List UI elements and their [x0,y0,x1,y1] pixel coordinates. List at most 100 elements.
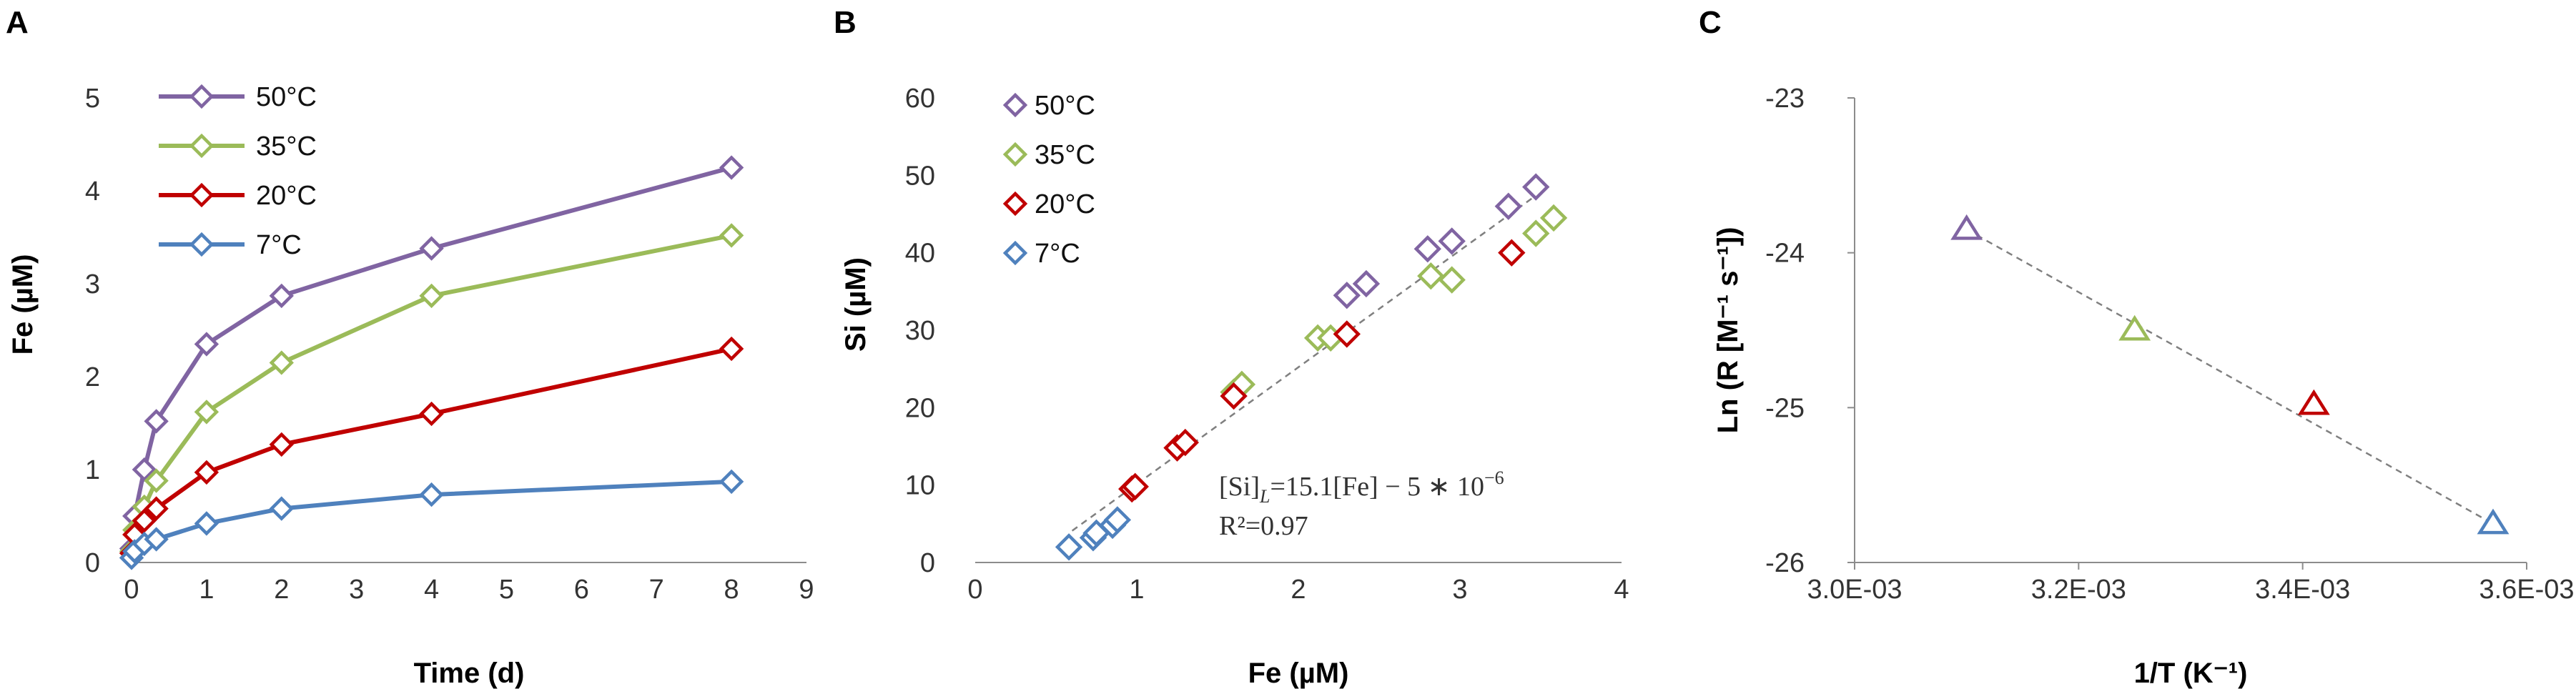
c-series-group [1950,214,2510,535]
b-data-point [1055,533,1083,561]
b-y-tick-label: 50 [905,161,935,191]
a-data-point [194,332,219,357]
c-x-axis-title: 1/T (K⁻¹) [2134,658,2248,689]
a-data-point [269,283,294,309]
panel-letter-b: B [834,5,857,40]
a-legend-marker [189,84,214,109]
b-y-tick-label: 20 [905,393,935,423]
a-y-axis-title: Fe (µM) [7,254,39,355]
b-x-tick-label: 2 [1291,575,1306,605]
b-legend-marker [1002,240,1028,266]
b-data-point [1494,192,1522,220]
c-y-tick-label: -23 [1765,84,1805,114]
panel-c: C 3.0E-03 3.2E-03 3.4E-03 3.6E-03 -26 -25 -24 -… [1699,5,2575,689]
b-y-tick-label: 60 [905,84,935,114]
a-y-tick-label: 4 [85,177,100,207]
a-x-tick-label: 1 [199,575,214,605]
a-data-point [132,508,157,533]
b-y-axis-title: Si (µM) [840,257,872,352]
a-x-tick-label: 9 [799,575,814,605]
a-legend-label: 20°C [256,181,317,211]
a-data-point [719,223,744,248]
c-data-point [2297,389,2330,415]
a-data-point [144,409,169,434]
b-equation: [Si]L=15.1[Fe] − 5 ∗ 10−6 R²=0.97 [1219,467,1504,541]
a-y-tick-label: 2 [85,362,100,392]
b-data-point [1438,266,1466,294]
a-data-point [419,283,444,309]
b-equation-text: [Si]L=15.1[Fe] − 5 ∗ 10−6 [1219,467,1504,507]
c-x-tick-label: 3.2E-03 [2031,575,2126,605]
b-data-point [1498,239,1526,267]
b-data-point [1121,472,1149,501]
b-legend-label: 7°C [1035,239,1080,269]
b-x-axis-title: Fe (µM) [1248,658,1349,689]
a-y-tick-label: 0 [85,548,100,578]
b-legend-label: 50°C [1035,91,1095,121]
b-legend-marker [1002,191,1028,217]
c-y-tick-label: -25 [1765,393,1805,423]
a-x-tick-label: 4 [424,575,439,605]
b-y-tick-label: 30 [905,316,935,346]
b-data-point [1522,219,1550,247]
a-ticks: 0 1 2 3 4 5 6 7 8 9 0 1 2 3 4 5 [85,84,814,605]
a-data-point [194,400,219,425]
b-x-tick-label: 0 [967,575,982,605]
a-legend: 50°C 35°C 20°C 7°C [159,82,317,260]
b-x-tick-label: 4 [1614,575,1629,605]
b-data-point [1220,382,1248,410]
panel-letter-c: C [1699,5,1722,40]
a-x-tick-label: 6 [574,575,589,605]
a-data-point [144,527,169,552]
c-y-axis-title: Ln (R [M⁻¹ s⁻¹]) [1712,227,1744,434]
b-y-tick-label: 10 [905,471,935,501]
a-x-tick-label: 0 [124,575,139,605]
b-data-point [1333,282,1361,309]
b-y-tick-label: 0 [920,548,935,578]
b-data-point [1539,204,1568,232]
a-legend-label: 50°C [256,82,317,112]
b-legend-label: 35°C [1035,140,1095,170]
b-x-tick-label: 1 [1129,575,1144,605]
b-legend-label: 20°C [1035,189,1095,219]
a-data-point [194,460,219,485]
b-data-point [1438,227,1466,255]
b-x-tick-label: 3 [1452,575,1467,605]
c-y-tick-label: -24 [1765,239,1805,269]
c-y-tick-label: -26 [1765,548,1805,578]
a-legend-marker [189,133,214,159]
a-data-point [419,236,444,261]
a-y-tick-label: 5 [85,84,100,114]
a-x-tick-label: 3 [349,575,364,605]
b-r-squared: R²=0.97 [1219,511,1308,541]
a-data-point [269,496,294,521]
a-legend-marker [189,182,214,208]
panel-letter-a: A [6,5,29,40]
a-y-tick-label: 1 [85,455,100,485]
b-data-point [1333,320,1361,348]
a-x-tick-label: 8 [724,575,739,605]
c-ticks: 3.0E-03 3.2E-03 3.4E-03 3.6E-03 -26 -25 -24 -23 [1765,84,2574,605]
b-data-point [1413,235,1441,263]
c-trendline [1966,229,2494,525]
a-legend-marker [189,232,214,257]
a-data-point [419,482,444,507]
panel-a: A 0 1 2 3 4 5 6 7 8 9 0 1 2 3 4 5 50°C 35°C 20°C 7°C Time … [6,5,814,689]
c-data-point [1950,214,1983,240]
c-data-point [2477,508,2510,535]
b-series-group [1055,173,1568,561]
a-x-tick-label: 2 [274,575,289,605]
a-data-point [719,336,744,362]
c-x-tick-label: 3.6E-03 [2479,575,2574,605]
a-data-point [132,457,157,482]
a-data-point [719,155,744,180]
c-data-point [2118,314,2151,341]
a-data-point [269,432,294,457]
a-data-point [144,496,169,521]
c-x-tick-label: 3.4E-03 [2255,575,2350,605]
b-data-point [1417,262,1445,290]
a-data-point [419,401,444,427]
